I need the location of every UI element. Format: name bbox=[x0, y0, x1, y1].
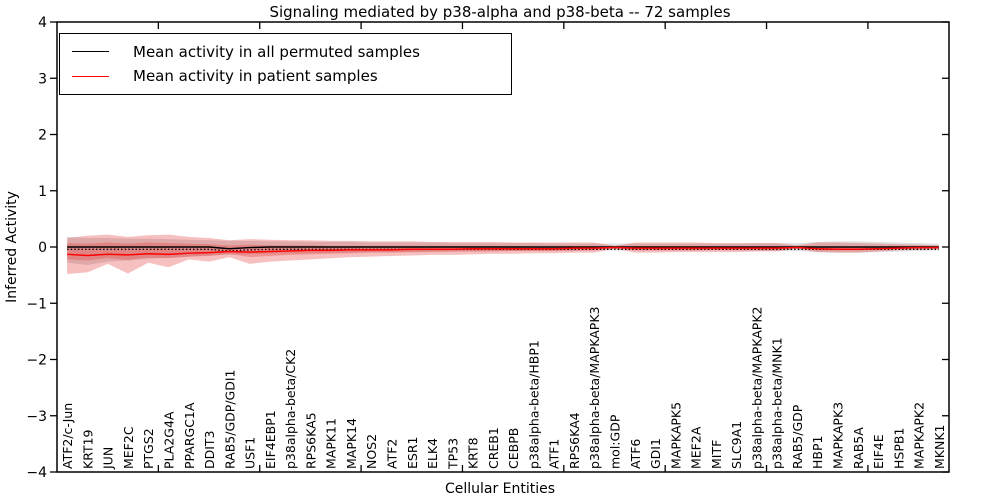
x-entity-label: RAB5/GDP/GDI1 bbox=[222, 370, 237, 469]
series-line bbox=[67, 246, 939, 257]
x-entity-label: MAPKAPK2 bbox=[912, 402, 927, 469]
x-entity-label: KRT8 bbox=[466, 437, 481, 469]
x-entity-label: p38alpha-beta/MAPKAPK3 bbox=[587, 307, 602, 470]
x-entity-label: EIF4E bbox=[871, 434, 886, 469]
x-entity-label: MAPK11 bbox=[324, 418, 339, 469]
x-entity-label: MAPKAPK5 bbox=[668, 402, 683, 469]
x-entity-label: SLC9A1 bbox=[729, 421, 744, 469]
legend-item-permuted: Mean activity in all permuted samples bbox=[72, 43, 511, 61]
y-tick-label: 3 bbox=[38, 71, 47, 87]
x-entity-label: HBP1 bbox=[810, 436, 825, 469]
x-entity-label: JUN bbox=[101, 447, 116, 470]
x-entity-label: p38alpha-beta/MNK1 bbox=[770, 337, 785, 469]
x-entity-label: ATF2/c-Jun bbox=[60, 403, 75, 469]
x-entity-label: NOS2 bbox=[364, 434, 379, 469]
x-entity-label: PTGS2 bbox=[141, 428, 156, 469]
x-entity-label: GDI1 bbox=[648, 438, 663, 469]
x-entity-label: RAB5A bbox=[851, 427, 866, 469]
x-entity-label: ATF2 bbox=[385, 439, 400, 469]
y-tick-label: −1 bbox=[26, 296, 47, 312]
x-entity-label: ATF6 bbox=[628, 439, 643, 469]
legend-label-patient: Mean activity in patient samples bbox=[133, 67, 378, 86]
x-entity-label: DDIT3 bbox=[202, 430, 217, 469]
x-entity-label: mol:GDP bbox=[608, 414, 623, 469]
y-tick-label: −4 bbox=[26, 465, 47, 481]
permuted-range-band bbox=[67, 236, 939, 265]
y-tick-label: −2 bbox=[26, 353, 47, 369]
x-entity-label: MAPK14 bbox=[344, 418, 359, 469]
y-tick-label: 2 bbox=[38, 128, 47, 144]
y-tick-label: −3 bbox=[26, 409, 47, 425]
x-entity-label: MEF2A bbox=[689, 426, 704, 469]
x-entity-label: RPS6KA4 bbox=[567, 412, 582, 469]
chart-title: Signaling mediated by p38-alpha and p38-… bbox=[269, 3, 731, 21]
x-entity-label: MEF2C bbox=[121, 426, 136, 469]
x-entity-label: PLA2G4A bbox=[162, 411, 177, 469]
x-entity-label: EIF4EBP1 bbox=[263, 410, 278, 469]
x-entity-label: MITF bbox=[709, 440, 724, 469]
x-entity-label: CREB1 bbox=[486, 427, 501, 469]
x-entity-label: p38alpha-beta/CK2 bbox=[283, 349, 298, 469]
x-entity-label: TP53 bbox=[445, 438, 460, 470]
x-entity-label: HSPB1 bbox=[891, 428, 906, 469]
x-entity-label: ELK4 bbox=[425, 438, 440, 469]
legend: Mean activity in all permuted samples Me… bbox=[59, 33, 512, 95]
x-entity-label: MAPKAPK3 bbox=[831, 402, 846, 469]
patient-line-sample bbox=[72, 75, 109, 77]
x-entity-label: RPS6KA5 bbox=[303, 412, 318, 469]
x-entity-label: p38alpha-beta/HBP1 bbox=[526, 340, 541, 469]
x-entity-label: USF1 bbox=[243, 437, 258, 469]
legend-label-permuted: Mean activity in all permuted samples bbox=[133, 42, 420, 61]
x-entity-label: CEBPB bbox=[506, 428, 521, 469]
x-entity-label: p38alpha-beta/MAPKAPK2 bbox=[749, 307, 764, 470]
y-axis-label: Inferred Activity bbox=[4, 191, 20, 303]
x-axis-label: Cellular Entities bbox=[444, 481, 556, 497]
y-tick-label: 0 bbox=[38, 240, 47, 256]
y-tick-label: 1 bbox=[38, 184, 47, 200]
y-tick-label: 4 bbox=[38, 15, 47, 31]
x-entity-label: KRT19 bbox=[80, 429, 95, 469]
x-entity-label: ESR1 bbox=[405, 437, 420, 469]
patient-range-outer-band bbox=[67, 234, 939, 274]
x-entity-label: RAB5/GDP bbox=[790, 404, 805, 469]
x-entity-label: PPARGC1A bbox=[182, 402, 197, 469]
x-entity-label: ATF1 bbox=[547, 439, 562, 469]
x-entity-label: MKNK1 bbox=[932, 425, 947, 469]
permuted-line-sample bbox=[72, 51, 109, 53]
legend-item-patient: Mean activity in patient samples bbox=[72, 67, 511, 85]
